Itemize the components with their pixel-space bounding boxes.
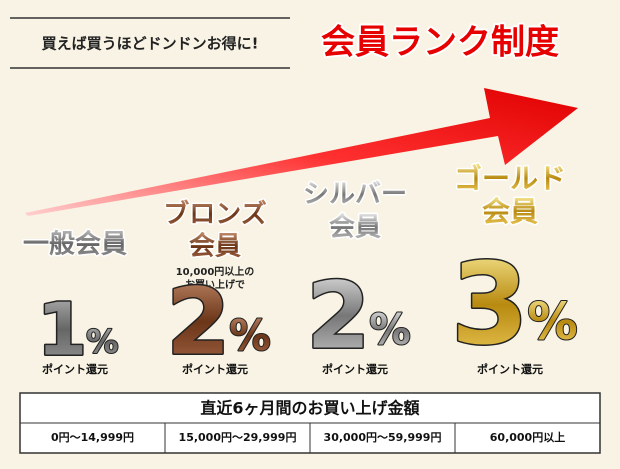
tagline: 買えば買うほどドンドンお得に! xyxy=(42,35,259,53)
rank-name: ゴールド xyxy=(454,162,566,195)
rate-unit: % xyxy=(369,306,410,354)
rank-name: ブロンズ xyxy=(163,199,266,230)
rate-unit: % xyxy=(527,292,578,351)
rank-note: 10,000円以上の xyxy=(176,265,255,278)
rank-name: 会員 xyxy=(329,213,381,243)
rate-unit: % xyxy=(86,323,118,361)
rate: 1 xyxy=(37,288,87,372)
rank-name: 会員 xyxy=(482,195,538,228)
rate: 3 xyxy=(451,240,529,370)
arrow xyxy=(25,88,578,216)
table-cell: 60,000円以上 xyxy=(490,430,565,444)
rate-label: ポイント還元 xyxy=(477,362,543,376)
rank-name: 会員 xyxy=(189,232,241,262)
table-cell: 30,000円～59,999円 xyxy=(324,431,442,444)
table-cell: 15,000円～29,999円 xyxy=(179,431,297,444)
rate: 2 xyxy=(306,262,370,369)
table-header: 直近6ヶ月間のお買い上げ金額 xyxy=(200,399,419,418)
rate-label: ポイント還元 xyxy=(322,362,388,376)
rate-label: ポイント還元 xyxy=(42,362,108,376)
rate-unit: % xyxy=(229,312,270,360)
rank-name: シルバー xyxy=(303,180,407,210)
title: 会員ランク制度 xyxy=(321,23,559,63)
rank-name: 一般会員 xyxy=(23,230,127,260)
rate: 2 xyxy=(166,268,230,375)
rank-note: お買い上げで xyxy=(185,278,245,291)
table-cell: 0円～14,999円 xyxy=(51,431,134,444)
table: 直近6ヶ月間のお買い上げ金額 xyxy=(19,392,601,454)
rate-label: ポイント還元 xyxy=(182,362,248,376)
